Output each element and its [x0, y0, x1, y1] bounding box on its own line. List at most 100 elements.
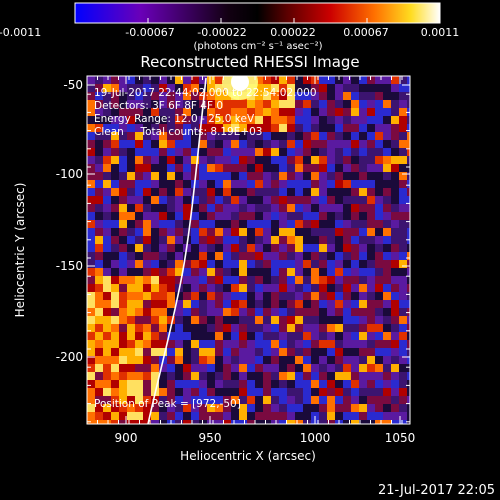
heatmap-cell	[247, 108, 255, 116]
heatmap-cell	[271, 276, 279, 284]
heatmap-cell	[263, 124, 271, 132]
heatmap-cell	[223, 204, 231, 212]
heatmap-cell	[303, 268, 311, 276]
heatmap-cell	[327, 380, 335, 388]
heatmap-cell	[103, 348, 111, 356]
heatmap-cell	[407, 76, 410, 84]
heatmap-cell	[223, 172, 231, 180]
heatmap-cell	[383, 124, 391, 132]
heatmap-cell	[231, 356, 239, 364]
heatmap-cell	[127, 236, 135, 244]
heatmap-cell	[143, 380, 151, 388]
heatmap-cell	[359, 124, 367, 132]
heatmap-cell	[271, 196, 279, 204]
heatmap-cell	[151, 308, 159, 316]
heatmap-cell	[263, 332, 271, 340]
heatmap-cell	[183, 172, 191, 180]
heatmap-cell	[367, 244, 375, 252]
heatmap-cell	[143, 244, 151, 252]
heatmap-cell	[135, 220, 143, 228]
heatmap-cell	[135, 316, 143, 324]
heatmap-cell	[143, 324, 151, 332]
heatmap-cell	[391, 284, 399, 292]
heatmap-cell	[175, 236, 183, 244]
heatmap-cell	[191, 260, 199, 268]
heatmap-cell	[135, 148, 143, 156]
heatmap-cell	[311, 252, 319, 260]
heatmap-cell	[175, 252, 183, 260]
heatmap-cell	[95, 84, 103, 92]
heatmap-cell	[343, 252, 351, 260]
heatmap-cell	[247, 412, 255, 420]
heatmap-cell	[175, 292, 183, 300]
heatmap-cell	[311, 124, 319, 132]
heatmap-cell	[255, 124, 263, 132]
heatmap-cell	[399, 196, 407, 204]
heatmap-cell	[343, 172, 351, 180]
heatmap-cell	[151, 372, 159, 380]
heatmap-cell	[335, 388, 343, 396]
heatmap-cell	[367, 100, 375, 108]
heatmap-cell	[271, 300, 279, 308]
heatmap-cell	[231, 404, 239, 412]
heatmap-cell	[231, 156, 239, 164]
heatmap-cell	[303, 204, 311, 212]
heatmap-cell	[255, 308, 263, 316]
heatmap-cell	[199, 124, 207, 132]
heatmap-cell	[399, 276, 407, 284]
heatmap-cell	[287, 324, 295, 332]
heatmap-cell	[231, 212, 239, 220]
heatmap-cell	[343, 180, 351, 188]
heatmap-cell	[159, 84, 167, 92]
heatmap-cell	[391, 372, 399, 380]
heatmap-cell	[367, 388, 375, 396]
heatmap-cell	[367, 204, 375, 212]
heatmap-cell	[295, 372, 303, 380]
heatmap-cell	[167, 276, 175, 284]
heatmap-cell	[103, 108, 111, 116]
heatmap-cell	[247, 364, 255, 372]
heatmap-cell	[295, 404, 303, 412]
heatmap-cell	[183, 372, 191, 380]
heatmap-cell	[135, 260, 143, 268]
heatmap-cell	[111, 420, 119, 424]
heatmap-cell	[287, 180, 295, 188]
heatmap-cell	[247, 292, 255, 300]
heatmap-cell	[247, 356, 255, 364]
heatmap-cell	[343, 220, 351, 228]
heatmap-cell	[351, 412, 359, 420]
heatmap-cell	[375, 164, 383, 172]
heatmap-cell	[215, 388, 223, 396]
heatmap-cell	[327, 308, 335, 316]
colorbar-tick-label: 0.00022	[270, 26, 316, 39]
heatmap-cell	[263, 356, 271, 364]
heatmap-cell	[303, 372, 311, 380]
heatmap-cell	[351, 212, 359, 220]
heatmap-image	[87, 76, 410, 424]
heatmap-cell	[223, 196, 231, 204]
y-tick-label: -200	[56, 350, 83, 364]
heatmap-cell	[167, 300, 175, 308]
heatmap-cell	[383, 84, 391, 92]
heatmap-cell	[367, 116, 375, 124]
heatmap-cell	[343, 420, 351, 424]
heatmap-cell	[383, 412, 391, 420]
heatmap-cell	[143, 388, 151, 396]
heatmap-cell	[287, 372, 295, 380]
heatmap-cell	[143, 340, 151, 348]
heatmap-cell	[151, 332, 159, 340]
heatmap-cell	[383, 236, 391, 244]
heatmap-cell	[167, 204, 175, 212]
heatmap-cell	[399, 300, 407, 308]
heatmap-cell	[383, 92, 391, 100]
heatmap-cell	[159, 140, 167, 148]
heatmap-cell	[287, 132, 295, 140]
heatmap-cell	[407, 340, 410, 348]
heatmap-cell	[271, 92, 279, 100]
heatmap-cell	[87, 396, 95, 404]
heatmap-cell	[103, 388, 111, 396]
heatmap-cell	[383, 100, 391, 108]
heatmap-cell	[399, 228, 407, 236]
heatmap-cell	[351, 292, 359, 300]
heatmap-cell	[287, 356, 295, 364]
